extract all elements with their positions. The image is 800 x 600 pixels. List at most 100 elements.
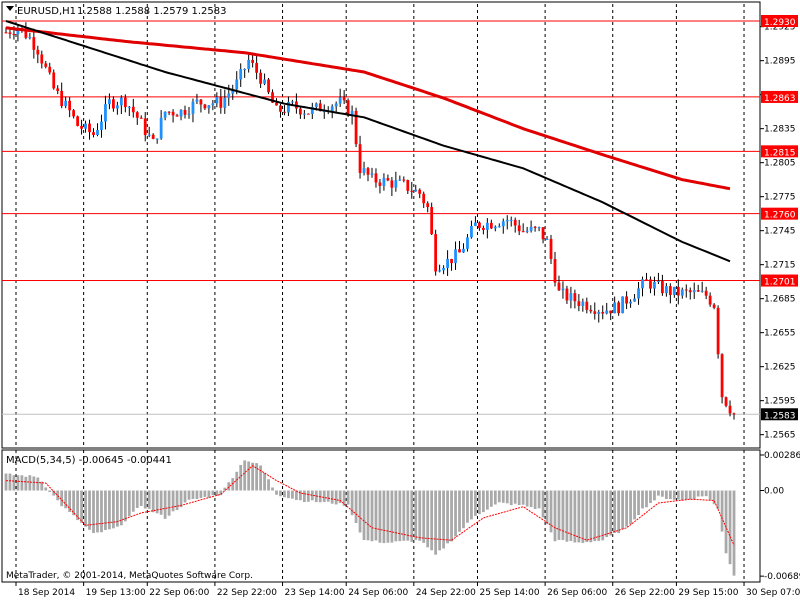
candle-bear — [661, 280, 664, 294]
macd-bar — [306, 490, 310, 502]
candle-bear — [649, 279, 652, 289]
price-tick-label: 1.2925 — [764, 23, 796, 33]
macd-bar — [549, 490, 553, 533]
macd-bar — [179, 490, 183, 508]
macd-bar — [342, 490, 346, 506]
macd-bar — [585, 490, 589, 543]
candle-bull — [104, 104, 107, 122]
time-tick-label: 23 Sep 14:00 — [285, 588, 345, 598]
candle-bull — [597, 312, 601, 314]
candle-bear — [88, 123, 91, 133]
candle-bear — [199, 99, 203, 105]
candle-bull — [637, 288, 640, 299]
candle-bull — [350, 110, 354, 116]
macd-bar — [577, 490, 581, 543]
candle-bull — [338, 97, 342, 104]
candle-bull — [227, 93, 231, 98]
candle-bear — [32, 37, 36, 50]
macd-bar — [211, 490, 215, 496]
time-tick-label: 25 Sep 14:00 — [479, 588, 539, 598]
candle-bull — [235, 79, 239, 90]
macd-bar — [76, 490, 79, 521]
macd-bar — [298, 490, 302, 501]
candle-bear — [720, 354, 724, 398]
macd-bar — [521, 490, 525, 505]
candle-bull — [497, 226, 501, 228]
candle-bull — [223, 97, 227, 108]
candle-bull — [163, 111, 167, 118]
macd-bar — [724, 490, 728, 554]
candle-bear — [171, 111, 175, 116]
macd-bar — [541, 490, 545, 518]
price-tick-label: 1.2775 — [764, 193, 796, 203]
candle-bull — [414, 189, 418, 192]
macd-bar — [84, 490, 87, 527]
candle-bear — [585, 301, 589, 310]
macd-bar — [195, 490, 199, 499]
macd-bar — [4, 473, 8, 491]
candle-bear — [541, 227, 545, 240]
time-tick-label: 26 Sep 06:00 — [547, 588, 607, 598]
macd-bar — [649, 490, 652, 504]
candle-bear — [724, 397, 728, 406]
candle-bull — [159, 117, 163, 139]
candle-bear — [577, 301, 581, 306]
time-tick-label: 24 Sep 22:00 — [416, 588, 476, 598]
candle-bear — [4, 32, 8, 34]
macd-bar — [64, 490, 68, 509]
macd-histogram — [4, 460, 736, 576]
macd-bar — [513, 490, 517, 504]
macd-bar — [239, 464, 243, 491]
candle-bull — [195, 99, 199, 102]
macd-bar — [688, 490, 692, 500]
candle-bull — [692, 290, 696, 293]
time-tick-label: 22 Sep 06:00 — [149, 588, 209, 598]
macd-bar — [446, 490, 449, 544]
macd-bar — [370, 490, 374, 542]
copyright-text: MetaTrader, © 2001-2014, MetaQuotes Soft… — [6, 571, 253, 581]
candle-bear — [688, 290, 692, 293]
current-price-tag-group: 1.2583 — [761, 408, 798, 421]
macd-bar — [354, 490, 358, 524]
macd-bar — [676, 490, 680, 500]
candle-bear — [131, 106, 135, 113]
candle-bull — [641, 279, 644, 289]
time-tick-label: 29 Sep 15:00 — [678, 588, 738, 598]
candle-bear — [553, 259, 557, 283]
candle-bear — [354, 110, 358, 145]
candle-bear — [279, 105, 282, 112]
macd-bar — [36, 477, 40, 491]
candle-bear — [728, 405, 732, 414]
time-tick-label: 18 Sep 2014 — [18, 588, 75, 598]
candle-bull — [470, 225, 473, 238]
macd-bar — [279, 490, 282, 497]
candle-bear — [434, 234, 438, 272]
macd-bar — [255, 463, 259, 491]
candle-bull — [362, 168, 366, 173]
macd-bar — [215, 490, 219, 496]
macd-bar — [700, 490, 704, 497]
macd-bar — [716, 490, 720, 510]
candle-bull — [330, 106, 334, 112]
macd-bar — [346, 490, 350, 505]
main-plot-frame — [1, 1, 761, 449]
candle-bear — [668, 286, 672, 295]
candle-bear — [716, 307, 720, 355]
candle-bull — [119, 97, 123, 106]
candle-bear — [549, 238, 553, 260]
candle-bear — [489, 222, 493, 229]
macd-bar — [621, 490, 625, 530]
candle-bear — [378, 182, 382, 186]
candle-bull — [505, 219, 509, 222]
macd-bar — [123, 490, 127, 522]
macd-bar — [529, 490, 533, 508]
candle-bear — [76, 116, 79, 126]
macd-bar — [569, 490, 573, 542]
candle-bear — [72, 110, 76, 117]
chart-menu-triangle-icon[interactable] — [6, 6, 14, 11]
macd-bar — [295, 490, 298, 500]
macd-bar — [263, 472, 266, 491]
price-tick-label: 1.2595 — [764, 397, 796, 407]
macd-bar — [44, 487, 48, 491]
